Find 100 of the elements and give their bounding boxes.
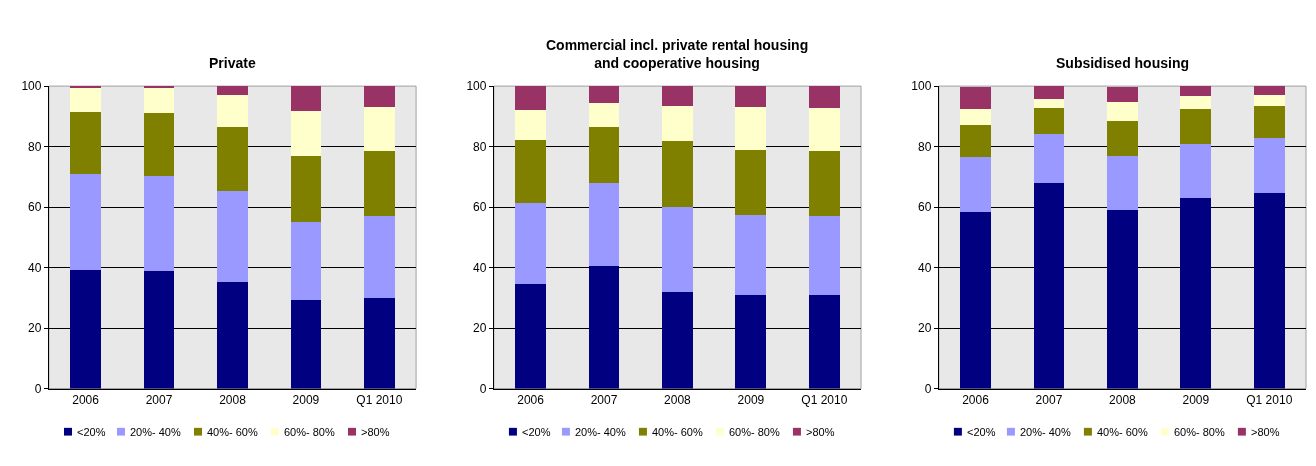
bar	[515, 86, 546, 111]
bar	[808, 107, 840, 152]
bar	[808, 86, 840, 108]
bar	[1033, 98, 1065, 108]
legend-label: 20%- 40%	[130, 426, 181, 438]
bar	[735, 86, 767, 107]
bar	[515, 202, 546, 285]
x-tick-label: 2006	[962, 392, 990, 407]
y-tick-label: 20	[473, 321, 487, 336]
bar	[808, 151, 840, 217]
legend-label: 60%- 80%	[1174, 426, 1225, 438]
x-tick-label: 2007	[145, 392, 173, 407]
bar	[1253, 94, 1285, 106]
bar	[1180, 86, 1212, 96]
legend-label: 40%- 60%	[207, 426, 258, 438]
bar	[588, 126, 620, 183]
y-tick-label: 60	[918, 200, 932, 215]
bar	[70, 269, 102, 389]
bar	[143, 86, 175, 89]
bar	[1106, 86, 1138, 103]
y-tick-label: 0	[924, 381, 932, 396]
bar	[363, 106, 395, 151]
bar	[363, 86, 395, 107]
bar	[735, 150, 767, 215]
bar	[363, 298, 395, 389]
y-tick-label: 40	[918, 260, 932, 275]
y-tick-label: 80	[918, 139, 932, 154]
bar	[217, 191, 248, 283]
bar	[217, 282, 248, 389]
bar	[662, 207, 693, 292]
y-tick-label: 80	[28, 139, 42, 154]
bar	[960, 124, 991, 157]
legend-label: <20%	[77, 426, 106, 438]
bar	[662, 141, 693, 208]
x-tick-label: 2006	[72, 392, 100, 407]
bar	[1253, 105, 1285, 139]
legend-label: 20%- 40%	[1020, 426, 1071, 438]
y-tick-label: 100	[466, 79, 487, 94]
bar	[515, 110, 546, 141]
y-tick-label: 40	[473, 260, 487, 275]
bar	[290, 86, 322, 111]
bar	[1180, 198, 1212, 389]
bar	[1106, 102, 1138, 122]
legend-label: <20%	[967, 426, 996, 438]
bar	[143, 270, 175, 389]
x-tick-label: 2009	[292, 392, 320, 407]
x-tick-label: 2008	[1109, 392, 1137, 407]
y-tick-label: 100	[21, 79, 42, 94]
bar	[290, 221, 322, 301]
y-tick-label: 0	[479, 381, 487, 396]
bar	[1180, 109, 1212, 144]
x-tick-label: 2006	[517, 392, 545, 407]
bar	[1253, 192, 1285, 389]
bar	[143, 175, 175, 271]
bar	[1180, 95, 1212, 110]
bar	[808, 295, 840, 389]
bar	[735, 106, 767, 151]
x-tick-label: 2007	[590, 392, 618, 407]
legend-label: >80%	[361, 426, 390, 438]
x-tick-label: 2009	[737, 392, 765, 407]
bar	[960, 156, 991, 212]
bar	[217, 126, 248, 192]
bar	[363, 216, 395, 299]
bar	[1180, 143, 1212, 199]
bar	[588, 266, 620, 389]
bar	[1106, 210, 1138, 389]
bar	[217, 86, 248, 95]
bar	[1033, 133, 1065, 183]
bar	[588, 103, 620, 127]
bar	[515, 284, 546, 389]
legend-label: 20%- 40%	[575, 426, 626, 438]
bar	[290, 300, 322, 389]
bar	[1253, 138, 1285, 193]
bar	[960, 109, 991, 125]
x-tick-label: 2007	[1035, 392, 1063, 407]
bar	[70, 173, 102, 270]
chart-title: Private	[209, 55, 256, 71]
y-tick-label: 80	[473, 139, 487, 154]
bar	[808, 216, 840, 296]
bar	[960, 86, 991, 110]
legend-label: >80%	[1251, 426, 1280, 438]
legend-label: 60%- 80%	[729, 426, 780, 438]
bar	[70, 111, 102, 174]
y-tick-label: 20	[28, 321, 42, 336]
bar	[1253, 86, 1285, 95]
legend-label: 40%- 60%	[1097, 426, 1148, 438]
bar	[290, 110, 322, 156]
bar	[70, 87, 102, 112]
bar	[143, 87, 175, 114]
bar	[662, 105, 693, 142]
bar	[588, 182, 620, 267]
bar	[662, 291, 693, 389]
bar	[1033, 182, 1065, 389]
chart-title: Commercial incl. private rental housing and cooperative housing	[546, 37, 809, 72]
bar	[1033, 107, 1065, 134]
bar	[143, 113, 175, 176]
y-tick-label: 100	[911, 79, 932, 94]
bar	[217, 94, 248, 127]
y-tick-label: 60	[28, 200, 42, 215]
legend-label: 60%- 80%	[284, 426, 335, 438]
